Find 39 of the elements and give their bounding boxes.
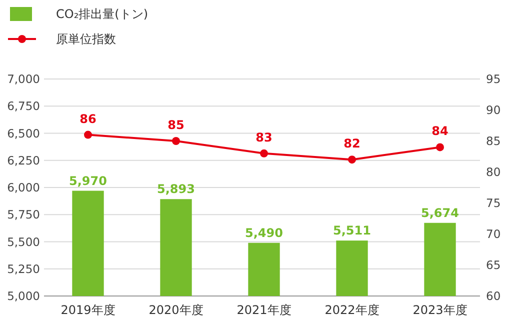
point xyxy=(436,143,444,152)
y-tick-label: 7,000 xyxy=(7,72,40,86)
data-label: 5,490 xyxy=(245,226,283,240)
data-label: 5,674 xyxy=(421,206,459,220)
data-label: 83 xyxy=(256,130,272,144)
y-tick-label: 6,250 xyxy=(7,153,40,168)
legend-label: 原単位指数 xyxy=(56,32,116,46)
data-label: 84 xyxy=(432,124,448,138)
y2-tick-label: 75 xyxy=(486,196,501,210)
y-tick-label: 6,000 xyxy=(7,180,40,195)
x-tick-label: 2023年度 xyxy=(412,303,468,317)
data-label: 85 xyxy=(168,118,184,132)
x-tick-label: 2022年度 xyxy=(324,303,380,317)
y2-tick-label: 90 xyxy=(486,103,501,118)
data-label: 5,970 xyxy=(69,174,107,188)
point xyxy=(84,130,92,139)
y2-tick-label: 60 xyxy=(486,289,501,304)
y2-tick-label: 70 xyxy=(486,227,501,242)
legend-label: CO₂排出量(トン) xyxy=(56,7,148,22)
point xyxy=(348,156,356,164)
y-tick-label: 6,750 xyxy=(7,99,40,114)
data-label: 5,893 xyxy=(157,182,195,196)
y-tick-label: 5,000 xyxy=(7,289,40,304)
y2-tick-label: 80 xyxy=(486,165,501,180)
y2-tick-label: 65 xyxy=(486,258,501,272)
data-label: 82 xyxy=(344,136,360,151)
y-tick-label: 6,500 xyxy=(7,126,40,140)
y-tick-label: 5,500 xyxy=(7,234,40,249)
y2-tick-label: 95 xyxy=(486,72,501,86)
x-tick-label: 2021年度 xyxy=(236,303,292,317)
point xyxy=(260,149,268,158)
y-tick-label: 5,750 xyxy=(7,208,40,222)
y2-tick-label: 85 xyxy=(486,134,501,148)
point xyxy=(172,137,180,145)
data-label: 86 xyxy=(80,112,96,126)
x-tick-label: 2020年度 xyxy=(148,303,204,317)
data-label: 5,511 xyxy=(333,224,371,238)
y-tick-label: 5,250 xyxy=(7,262,40,276)
x-tick-label: 2019年度 xyxy=(60,303,116,317)
